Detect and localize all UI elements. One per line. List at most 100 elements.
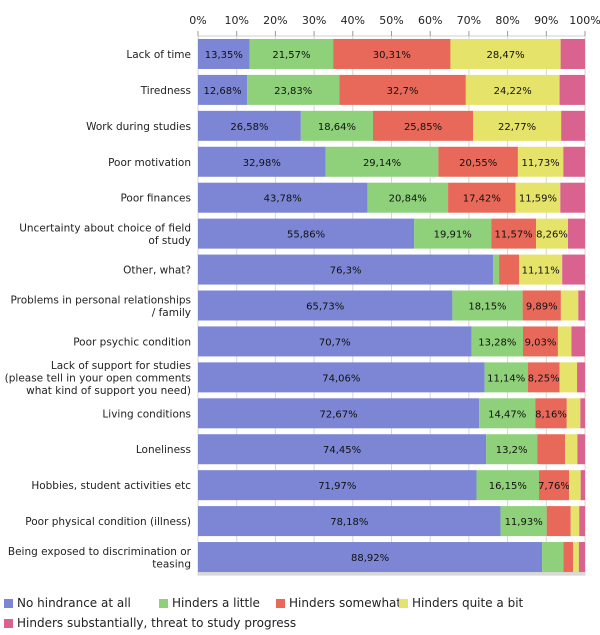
bar-segment: [198, 290, 453, 321]
category-label: Tiredness: [140, 85, 191, 97]
data-label: 18,64%: [318, 122, 356, 133]
legend-item-hinders-quite: Hinders quite a bit: [399, 596, 523, 610]
bar-segment: [517, 146, 564, 177]
data-label: 11,93%: [505, 517, 543, 528]
legend-item-hinders-little: Hinders a little: [159, 596, 260, 610]
data-label: 16,15%: [489, 481, 527, 492]
data-label: 32,7%: [387, 86, 419, 97]
data-label: 13,28%: [478, 337, 516, 348]
bar-segment: [560, 38, 585, 69]
bar-segment: [539, 470, 570, 501]
data-label: 20,84%: [389, 194, 427, 205]
bar-segment: [500, 506, 547, 537]
bar-segment: [493, 254, 500, 285]
data-label: 32,98%: [243, 158, 281, 169]
bar-segment: [577, 434, 585, 465]
legend-label-hinders-somewhat: Hinders somewhat: [289, 596, 402, 610]
data-label: 17,42%: [463, 194, 501, 205]
category-label: Loneliness: [136, 444, 191, 456]
bar-segment: [414, 218, 492, 249]
bar-segment: [367, 182, 449, 213]
x-tick-label: 50%: [379, 14, 403, 27]
data-label: 24,22%: [494, 86, 532, 97]
data-label: 43,78%: [264, 194, 302, 205]
bar-segment: [515, 182, 561, 213]
bar-segment: [473, 110, 562, 141]
bar-segment: [522, 290, 561, 321]
category-label: Problems in personal relationships: [10, 294, 191, 306]
category-label: Being exposed to discrimination or: [8, 546, 192, 558]
bar-segment: [573, 542, 579, 573]
data-label: 74,45%: [323, 445, 361, 456]
data-label: 88,92%: [351, 553, 389, 564]
bar-segment: [198, 182, 368, 213]
bar-segment: [484, 362, 528, 393]
bar-segment: [567, 218, 585, 249]
category-label: Lack of time: [126, 49, 191, 61]
bar-segment: [198, 74, 248, 105]
category-label: Living conditions: [102, 408, 191, 420]
bar-segment: [580, 470, 585, 501]
legend-swatch-hinders-somewhat: [276, 598, 285, 608]
legend-label-hinders-substantially: Hinders substantially, threat to study p…: [17, 616, 297, 630]
bar-segment: [465, 74, 560, 105]
data-label: 11,59%: [519, 194, 557, 205]
data-label: 11,11%: [522, 266, 560, 277]
data-label: 8,25%: [528, 373, 560, 384]
legend-swatch-no-hindrance: [4, 598, 13, 608]
legend-label-no-hindrance: No hindrance at all: [17, 596, 131, 610]
data-label: 12,68%: [203, 86, 241, 97]
data-label: 70,7%: [319, 337, 351, 348]
x-tick-label: 40%: [341, 14, 365, 27]
bar-segment: [452, 290, 523, 321]
category-label: of study: [148, 235, 191, 247]
bar-segment: [577, 362, 585, 393]
bar-segment: [438, 146, 518, 177]
data-label: 22,77%: [498, 122, 536, 133]
bar-segment: [565, 434, 578, 465]
bar-segment: [198, 146, 326, 177]
bar-segment: [560, 182, 585, 213]
category-label: Hobbies, student activities etc: [31, 480, 191, 492]
x-tick-label: 100%: [569, 14, 600, 27]
bar-segment: [523, 326, 558, 357]
bar-segment: [561, 110, 585, 141]
category-label: Poor psychic condition: [73, 336, 191, 348]
bar-segment: [579, 506, 585, 537]
data-label: 11,73%: [522, 158, 560, 169]
bar-segment: [563, 542, 574, 573]
data-label: 14,47%: [488, 409, 526, 420]
legend-item-hinders-substantially: Hinders substantially, threat to study p…: [4, 616, 296, 630]
bar-segment: [198, 434, 487, 465]
bar-segment: [333, 38, 451, 69]
data-label: 71,97%: [318, 481, 356, 492]
category-label: Other, what?: [123, 265, 191, 277]
data-label: 18,15%: [468, 302, 506, 313]
bar-segment: [476, 470, 540, 501]
x-tick-label: 20%: [263, 14, 287, 27]
bar-segment: [198, 470, 477, 501]
legend-swatch-hinders-little: [159, 598, 168, 608]
bar-segment: [570, 506, 580, 537]
data-label: 11,14%: [487, 373, 525, 384]
bar-segment: [578, 542, 585, 573]
category-label: / family: [152, 307, 191, 319]
bar-segment: [339, 74, 466, 105]
bar-segment: [486, 434, 538, 465]
bar-segment: [559, 74, 585, 105]
bar-segment: [499, 254, 520, 285]
bar-segment: [325, 146, 439, 177]
bar-segment: [247, 74, 340, 105]
data-label: 19,91%: [434, 230, 472, 241]
legend-label-hinders-little: Hinders a little: [172, 596, 260, 610]
bar-segment: [491, 218, 537, 249]
stacked-bar-chart: 0% 10% 20% 30% 40% 50% 60% 70% 80% 90% 100% 13,35% 2…: [5, 14, 600, 576]
legend-swatch-hinders-quite: [399, 598, 408, 608]
data-label: 8,26%: [536, 230, 568, 241]
x-tick-label: 90%: [534, 14, 558, 27]
bar-segment: [578, 290, 585, 321]
category-label: teasing: [152, 558, 191, 570]
legend-item-hinders-somewhat: Hinders somewhat: [276, 596, 401, 610]
data-label: 20,55%: [459, 158, 497, 169]
data-label: 55,86%: [287, 230, 325, 241]
